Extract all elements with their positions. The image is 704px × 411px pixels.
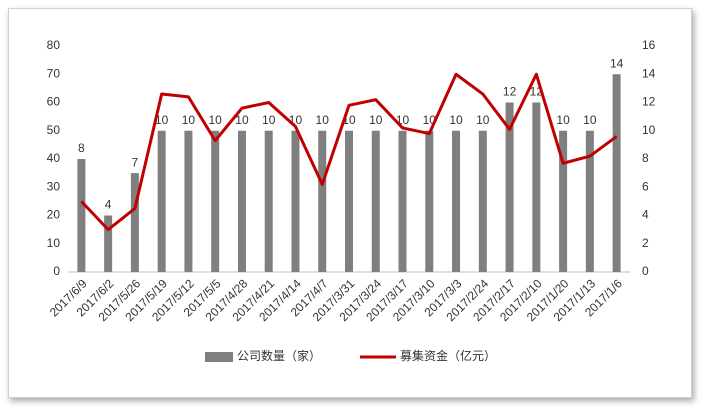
y2-tick-label: 8 (642, 151, 649, 165)
bar-value-label: 10 (155, 113, 169, 127)
bar (104, 215, 113, 272)
bar (559, 130, 568, 272)
y-tick-label: 60 (47, 95, 61, 109)
y-tick-label: 30 (47, 179, 61, 193)
y2-tick-label: 6 (642, 179, 649, 193)
bar (77, 159, 86, 272)
bar (318, 130, 327, 272)
bar (345, 130, 353, 272)
bar-value-label: 10 (182, 113, 196, 127)
legend-swatch (205, 352, 233, 362)
y2-tick-label: 2 (642, 236, 649, 250)
bar-value-label: 10 (235, 113, 249, 127)
y2-tick-label: 14 (642, 66, 656, 80)
y2-tick-label: 10 (642, 123, 656, 137)
bar (264, 130, 273, 272)
y2-tick-label: 16 (642, 38, 656, 52)
bar (532, 102, 541, 272)
bar-value-label: 10 (476, 113, 490, 127)
bar-value-label: 10 (262, 113, 276, 127)
legend-label: 募集资金（亿元） (400, 348, 496, 363)
y-tick-label: 0 (53, 264, 60, 278)
y2-tick-label: 4 (642, 208, 649, 222)
bar-value-label: 8 (78, 141, 85, 155)
bar-value-label: 10 (209, 113, 223, 127)
bar (237, 130, 246, 272)
bar (398, 130, 407, 272)
bar (585, 130, 594, 272)
bar (478, 130, 487, 272)
y-tick-label: 50 (47, 123, 61, 137)
bar (157, 130, 166, 272)
bar (425, 130, 434, 272)
bar-value-label: 7 (132, 155, 139, 169)
bar (612, 74, 621, 272)
bar (130, 173, 139, 272)
y-tick-label: 40 (47, 151, 61, 165)
bar (505, 102, 514, 272)
y2-tick-label: 12 (642, 95, 656, 109)
bar-value-label: 12 (503, 85, 517, 99)
bar (211, 130, 220, 272)
y-tick-label: 80 (47, 38, 61, 52)
bar (291, 130, 300, 272)
bar-value-label: 4 (105, 198, 112, 212)
bar-value-label: 10 (316, 113, 330, 127)
legend-label: 公司数量（家） (237, 348, 321, 363)
y2-tick-label: 0 (642, 264, 649, 278)
line (80, 72, 618, 232)
bar (452, 130, 461, 272)
bar-value-label: 10 (369, 113, 383, 127)
bar (371, 130, 380, 272)
bar (184, 130, 193, 272)
bar-value-label: 10 (556, 113, 570, 127)
y-tick-label: 10 (47, 236, 61, 250)
bar-value-label: 10 (449, 113, 463, 127)
y-tick-label: 20 (47, 208, 61, 222)
bar-value-label: 14 (610, 56, 624, 70)
bar-value-label: 10 (583, 113, 597, 127)
y-tick-label: 70 (47, 66, 61, 80)
